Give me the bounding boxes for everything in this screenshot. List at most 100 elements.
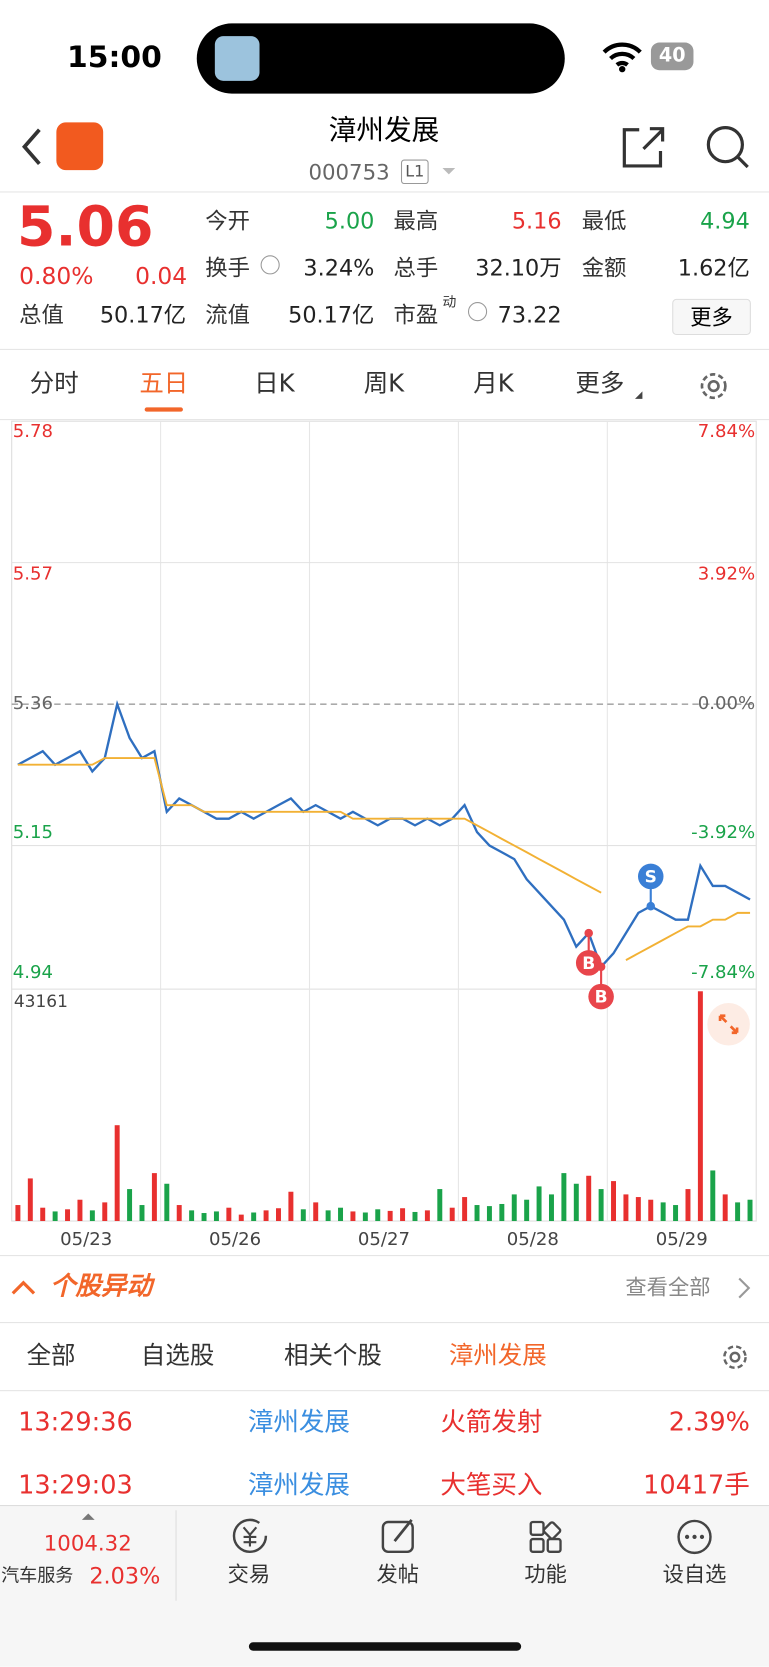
price-line [17, 700, 751, 970]
nav-icon[interactable] [375, 1515, 422, 1562]
volume-bar [15, 1205, 21, 1222]
volume-bar [338, 1207, 344, 1222]
chart-tab[interactable]: 周K [363, 370, 405, 398]
field-value: 5.00 [324, 208, 375, 234]
collapse-icon[interactable] [11, 1276, 39, 1297]
volume-bar [524, 1199, 530, 1222]
chart-frame [11, 420, 757, 1222]
nav-icon[interactable] [523, 1515, 570, 1562]
alert-stock[interactable]: 漳州发展 [247, 1407, 350, 1437]
divider [0, 419, 769, 421]
y-tick-label: 5.36 [13, 693, 53, 714]
field-value: 1.62亿 [677, 255, 750, 281]
field-label: 今开 [205, 208, 250, 234]
y2-tick-label: 0.00% [698, 693, 755, 714]
divider [0, 348, 769, 350]
nav-label[interactable]: 交易 [227, 1561, 271, 1587]
filter-settings[interactable] [719, 1341, 751, 1373]
chart-tab[interactable]: 分时 [29, 370, 79, 398]
y-tick-label: 5.78 [13, 421, 53, 442]
divider [0, 1255, 769, 1257]
volume-bar [89, 1210, 95, 1222]
marker-dot [596, 962, 606, 972]
y2-tick-label: -3.92% [691, 822, 755, 843]
field-value: 73.22 [497, 302, 562, 328]
volume-bar [139, 1205, 145, 1222]
marker-dot [584, 928, 593, 938]
expand-button[interactable] [707, 1002, 750, 1046]
price: 5.06 [17, 195, 154, 260]
volume-bar [499, 1203, 505, 1222]
field-label: 流值 [205, 302, 250, 328]
y2-tick-label: 3.92% [698, 563, 755, 584]
app-logo [56, 122, 104, 171]
field-value: 32.10万 [475, 255, 562, 281]
y-tick-label: 4.94 [13, 962, 53, 983]
y2-tick-label: -7.84% [691, 962, 755, 983]
alert-filter[interactable]: 全部 [26, 1342, 76, 1370]
volume-bar [276, 1208, 281, 1222]
marker-label: B [595, 988, 608, 1008]
x-tick-label: 05/29 [656, 1229, 708, 1250]
nav-label[interactable]: 功能 [524, 1561, 567, 1587]
volume-bar [635, 1197, 641, 1222]
back-button[interactable] [16, 126, 48, 169]
volume-bar [710, 1170, 716, 1222]
alert-filter[interactable]: 相关个股 [283, 1342, 382, 1370]
field-value: 50.17亿 [99, 302, 187, 328]
field-sup: 动 [442, 294, 457, 311]
sector-name: 汽车服务 [1, 1565, 74, 1587]
intraday-chart: 05/23 05/26 05/27 05/28 05/29 4.94 5.15 5.36 5.5… [11, 420, 757, 1250]
tab-caret [634, 391, 643, 399]
share-button[interactable] [620, 123, 668, 171]
alert-value: 10417手 [643, 1469, 750, 1500]
y2-tick-label: 7.84% [698, 421, 755, 442]
volume-bar [387, 1210, 393, 1222]
volume-bar [238, 1214, 244, 1222]
volume-bar [300, 1209, 306, 1222]
sector-index: 1004.32 [43, 1530, 132, 1557]
volume-bar [400, 1208, 406, 1222]
chevron [738, 1277, 751, 1299]
up-arrow [81, 1513, 95, 1520]
chart-tab[interactable]: 月K [473, 370, 514, 398]
average-line [17, 757, 751, 961]
alert-value: 2.39% [668, 1407, 750, 1437]
alert-filter[interactable]: 漳州发展 [448, 1342, 547, 1370]
volume-bar [114, 1125, 120, 1222]
divider [0, 1322, 769, 1324]
volume-bar [127, 1189, 133, 1222]
chart-tab[interactable]: 五日 [139, 370, 189, 398]
view-all[interactable]: 查看全部 [625, 1274, 711, 1300]
field-label: 金额 [581, 255, 627, 281]
field-label: 最高 [393, 208, 439, 234]
nav-icon[interactable] [672, 1515, 719, 1562]
search-button[interactable] [704, 123, 752, 171]
field-label: 换手 [205, 255, 250, 281]
volume-bar [586, 1175, 592, 1222]
nav-label[interactable]: 发帖 [376, 1561, 420, 1587]
chart-tab[interactable]: 日K [254, 370, 295, 398]
alert-filter[interactable]: 自选股 [140, 1342, 215, 1370]
battery: 40 [650, 42, 694, 71]
sector-pct: 2.03% [89, 1563, 161, 1590]
nav-icon[interactable] [227, 1515, 274, 1562]
field-value: 50.17亿 [288, 302, 375, 328]
volume-bar [176, 1205, 182, 1222]
alert-stock[interactable]: 漳州发展 [247, 1469, 350, 1500]
more-button[interactable]: 更多 [672, 298, 751, 336]
settings-button[interactable] [697, 369, 731, 403]
level-badge[interactable]: L1 [400, 159, 429, 185]
volume-bar [65, 1209, 71, 1222]
marker-label: B [582, 954, 595, 974]
volume-bar [325, 1210, 331, 1222]
volume-bar [722, 1194, 728, 1222]
field-label: 市盈 [393, 302, 439, 328]
change: 0.04 [135, 263, 188, 291]
volume-bar [536, 1186, 542, 1222]
nav-label[interactable]: 设自选 [662, 1561, 727, 1587]
volume-bar [226, 1207, 232, 1222]
volume-bar [660, 1202, 666, 1222]
chart-tab[interactable]: 更多 [575, 370, 625, 398]
volume-bar [548, 1194, 554, 1222]
